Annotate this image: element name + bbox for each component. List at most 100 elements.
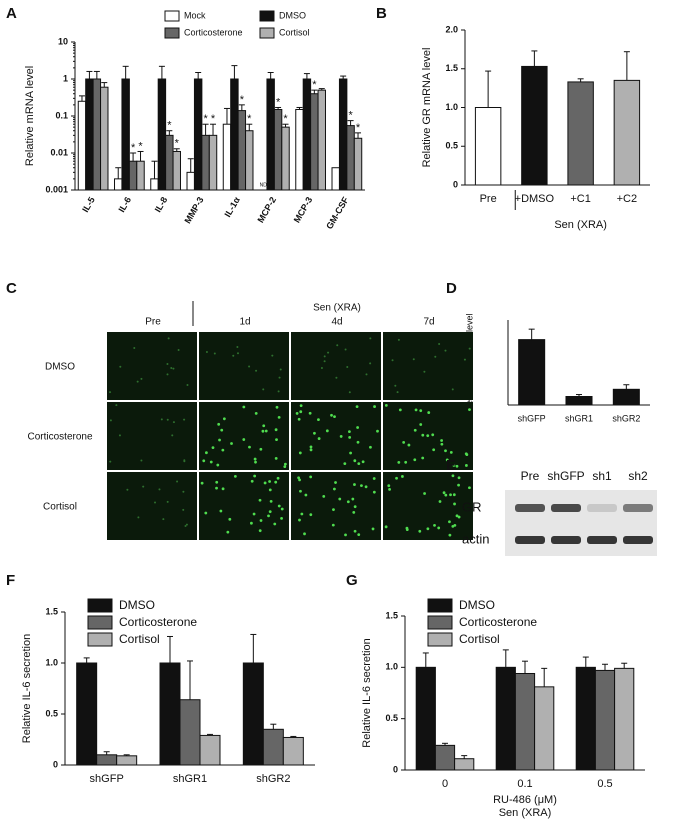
lane-label: sh2 [628,469,648,483]
cell [271,354,274,357]
legend-label: Mock [184,10,206,20]
cell [369,362,372,365]
cell [457,515,461,519]
cell [309,475,313,479]
cell [274,428,278,432]
x-tick-label: 0.5 [597,778,612,790]
error-bar [78,95,85,102]
error-bar [528,328,535,340]
cell [426,434,430,438]
cell [413,428,417,432]
cell [313,431,316,435]
annotation: * [203,113,208,125]
cell [118,434,121,437]
x-tick-label: IL-6 [116,195,133,214]
y-tick-label: 1 [63,73,68,83]
cell [445,458,449,462]
cell [364,485,368,489]
cell [166,363,169,366]
x-tick-label: GM-CSF [324,195,351,231]
bar [353,137,363,191]
cell [167,337,170,340]
error-bar [167,635,173,663]
cell [171,434,174,437]
error-bar [122,65,129,79]
cell [242,438,246,441]
column-label: 4d [331,317,342,328]
cell [391,359,394,362]
legend-label: DMSO [279,10,306,20]
cell [339,435,343,438]
lane-label: Pre [521,469,540,483]
cell [226,530,230,534]
panel-letter: D [446,280,457,297]
cell [166,373,169,376]
bar [77,100,87,191]
cell [453,502,456,506]
cell [343,462,347,466]
y-tick-label: 1.5 [385,610,398,620]
row-label: actin [462,531,489,546]
legend-swatch [427,615,453,630]
cell [309,513,313,517]
annotation: * [131,142,136,154]
cell [457,476,461,480]
error-bar [502,649,509,668]
bar [242,662,264,766]
cell [317,418,320,422]
cell [464,452,468,456]
legend-label: Cortisol [459,632,500,646]
cell [299,410,303,414]
cell [172,367,175,370]
cell [419,409,423,413]
bar [281,126,290,191]
error-bar [93,70,100,79]
cell [376,429,379,433]
cell [170,367,173,370]
cell [221,487,225,491]
x-tick-label: IL-1α [222,195,242,219]
column-label: 7d [423,317,434,328]
cell [369,445,372,449]
error-bar [461,755,468,759]
bar [179,699,201,766]
cell [221,448,225,452]
cell [463,358,466,361]
error-bar [541,667,548,687]
cell [444,449,447,453]
error-bar [623,51,630,81]
legend-label: Cortisol [279,27,310,37]
cell [172,421,175,424]
cell [267,514,270,518]
error-bar [130,152,137,162]
row-label: DMSO [45,362,75,373]
annotation: ND [260,182,268,188]
error-bar [187,660,193,700]
bar [172,150,181,191]
bar [495,666,516,771]
cell [299,404,303,407]
annotation: * [312,79,317,91]
cell [412,358,415,361]
error-bar [86,70,93,79]
cell [275,438,278,442]
cell [263,481,267,485]
cell [369,337,372,340]
bar [85,78,94,191]
cell [438,342,441,345]
cell [404,460,408,464]
cell [232,354,235,357]
error-bar [238,104,245,111]
bar [165,134,174,191]
error-bar [137,150,144,162]
panel-letter: C [6,280,17,297]
bar [201,134,210,191]
cell [423,370,426,373]
x-tick-label: Pre [480,193,497,205]
cell [250,521,253,525]
panel-letter: A [6,5,17,22]
cell [253,474,257,478]
cell [186,384,189,387]
error-bar [275,106,282,110]
bar [96,754,118,766]
